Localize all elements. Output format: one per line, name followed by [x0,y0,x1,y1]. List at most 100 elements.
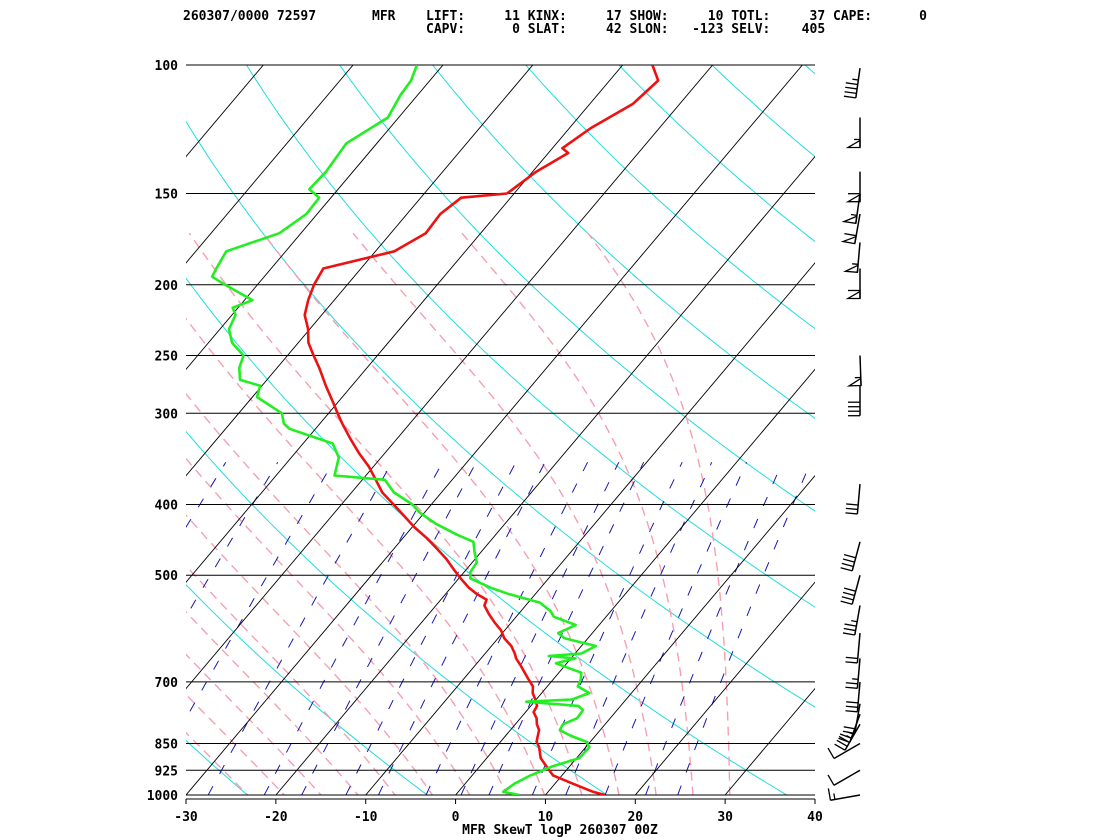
wind-barb-flag [842,264,859,274]
wind-barb-full [827,774,835,786]
isotherm [186,65,713,690]
mixing-ratio-line [531,461,683,795]
mixing-ratio-line [565,461,713,795]
wind-barb [845,117,861,149]
temperature-label: -20 [264,810,288,825]
isotherm [365,262,815,795]
moist-adiabat [186,731,249,795]
pressure-label: 300 [155,407,179,422]
header-indices-line1: LIFT: 11 KINX: 17 SHOW: 10 TOTL: 37 CAPE… [426,9,927,24]
mixing-ratio-line [677,462,812,795]
wind-barb-shaft [833,742,861,760]
isotherm [186,65,803,795]
dewpoint-profile [210,65,598,795]
isotherm [186,65,444,371]
moist-adiabat [186,392,508,795]
dry-adiabat [432,65,815,419]
moist-adiabat [461,232,694,795]
wind-barb-flag [841,215,858,225]
wind-barb-full [845,656,858,660]
wind-barb-full [840,567,853,572]
pressure-label: 200 [155,279,179,294]
wind-barb-full [843,587,856,592]
wind-barb-full [845,661,858,664]
wind-barb-shaft [856,681,861,712]
dry-adiabat [186,584,429,795]
wind-barb-full [845,705,858,708]
moist-adiabat [186,457,471,795]
wind-barbs [827,68,862,801]
wind-barb [843,68,861,99]
moist-adiabat [262,232,620,795]
wind-barb [848,385,861,417]
wind-barb-half [852,263,859,265]
isotherm [186,65,264,158]
wind-barb-flag [845,139,861,149]
pressure-label: 250 [155,349,179,364]
isotherm [455,368,815,795]
wind-barb-full [845,507,858,511]
isotherm [0,65,173,795]
wind-barb [827,742,861,760]
wind-barb [845,681,861,713]
moist-adiabat [186,693,286,795]
wind-barb-half [852,78,859,81]
wind-barb-full [845,86,858,90]
pressure-label: 1000 [147,789,178,804]
wind-barb-full [827,788,832,801]
isobars: 100 150 200 250 300 400 500 700 850 925 1000 [147,59,815,804]
wind-barb-full [843,627,856,632]
moist-adiabat [587,232,731,795]
moist-adiabat [186,514,434,795]
wind-barb-full [845,512,858,515]
wind-barb-full [845,686,858,689]
wind-barb-full [845,682,858,685]
wind-barb-full [842,632,855,636]
pressure-label: 500 [155,569,179,584]
wind-barb-full [838,737,850,743]
wind-barb-full [843,726,856,730]
dry-adiabat [618,65,815,243]
pressure-label: 400 [155,499,179,514]
wind-barb-half [833,793,836,800]
mixing-ratio-line [460,461,620,795]
temperature-label: -10 [354,810,378,825]
dry-adiabat [186,739,249,795]
chart-title: MFR SkewT logP 260307 00Z [462,823,658,838]
temperature-label: 40 [807,810,823,825]
temperature-label: 30 [717,810,733,825]
wind-barb-full [841,596,854,601]
wind-barb-flag [840,235,857,245]
isotherm [186,65,534,477]
wind-barb [846,355,862,387]
wind-barb [841,193,861,225]
wind-barb-full [839,733,852,739]
wind-barb-full [836,739,848,747]
mixing-ratio-line [345,461,517,795]
pressure-label: 850 [155,737,179,752]
mixing-ratio-line [425,461,589,795]
isotherm [275,155,815,795]
isotherm [186,65,624,583]
isotherm [0,65,84,795]
temperature-label: -30 [174,810,198,825]
temperature-label: 0 [452,810,460,825]
temperature-label: 10 [538,810,554,825]
pressure-label: 100 [155,59,179,74]
wind-barb-flag [846,377,862,387]
isotherm [545,475,815,795]
wind-barb-full [841,562,854,568]
isotherm [186,65,354,264]
wind-barb [845,632,861,664]
pressure-label: 700 [155,676,179,691]
wind-barb-flag [845,290,861,300]
dry-adiabat [804,65,815,75]
dry-adiabat [245,65,815,608]
isotherm [634,581,815,795]
dry-adiabat [525,65,815,330]
isotherm [724,687,815,795]
header-indices-line2: CAPV: 0 SLAT: 42 SLON: -123 SELV: 405 [426,22,826,37]
moist-adiabat [188,232,583,795]
background-lines [0,65,815,795]
header-date-station: 260307/0000 72597 [183,9,317,24]
